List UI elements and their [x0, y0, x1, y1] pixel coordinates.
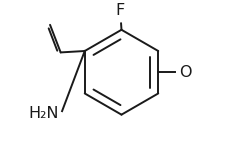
Text: H₂N: H₂N — [29, 106, 59, 122]
Text: F: F — [115, 3, 124, 18]
Text: O: O — [179, 65, 191, 80]
